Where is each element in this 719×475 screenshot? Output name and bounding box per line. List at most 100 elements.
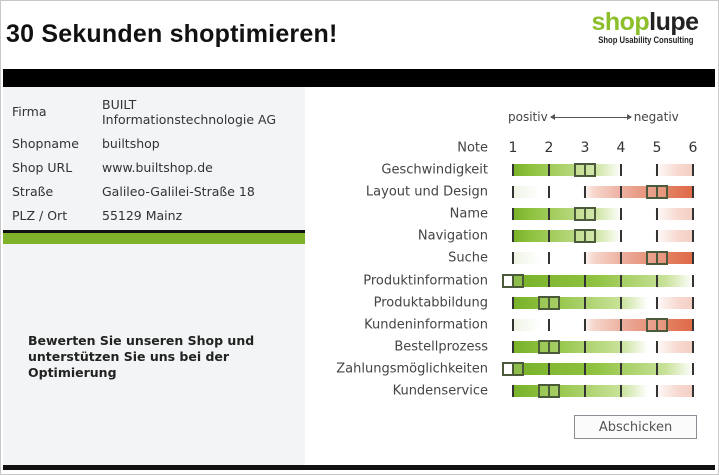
rating-tick[interactable]: [692, 230, 694, 243]
rating-slider-track[interactable]: [513, 208, 693, 221]
rating-slider-handle[interactable]: [574, 207, 596, 222]
rating-tick[interactable]: [656, 362, 658, 375]
rating-tick[interactable]: [692, 340, 694, 353]
submit-button[interactable]: Abschicken: [574, 415, 697, 439]
rating-tick[interactable]: [692, 208, 694, 221]
rating-tick[interactable]: [620, 340, 622, 353]
rating-tick[interactable]: [512, 186, 514, 199]
rating-tick[interactable]: [692, 164, 694, 176]
rating-criterion-label: Navigation: [417, 228, 488, 244]
rating-slider-handle[interactable]: [502, 273, 524, 288]
rating-tick[interactable]: [548, 274, 550, 287]
rating-tick[interactable]: [548, 208, 550, 221]
rating-tick[interactable]: [656, 296, 658, 309]
rating-tick[interactable]: [512, 296, 514, 309]
rating-slider-handle[interactable]: [646, 185, 668, 200]
rating-tick[interactable]: [620, 208, 622, 221]
info-value: www.builtshop.de: [102, 160, 213, 175]
rating-tick[interactable]: [512, 252, 514, 265]
rating-tick[interactable]: [692, 362, 694, 375]
scale-direction-hint: positiv negativ: [508, 110, 679, 124]
rating-slider-handle[interactable]: [574, 163, 596, 177]
info-value: 55129 Mainz: [102, 208, 183, 223]
rating-slider-handle[interactable]: [538, 295, 560, 310]
rating-tick[interactable]: [656, 164, 658, 176]
rating-tick[interactable]: [584, 186, 586, 199]
logo-wordmark: shoplupe: [590, 8, 700, 36]
rating-tick[interactable]: [620, 252, 622, 265]
rating-tick[interactable]: [656, 230, 658, 243]
rating-tick[interactable]: [512, 208, 514, 221]
rating-criterion-label: Bestellprozess: [394, 339, 488, 355]
rating-tick[interactable]: [692, 274, 694, 287]
rating-slider-handle[interactable]: [646, 251, 668, 266]
rating-tick[interactable]: [548, 230, 550, 243]
rating-tick[interactable]: [512, 340, 514, 353]
rating-slider-track[interactable]: [513, 362, 693, 375]
rating-slider-handle[interactable]: [502, 361, 524, 376]
rating-tick[interactable]: [692, 318, 694, 331]
note-header-label: Note: [457, 140, 488, 156]
rating-tick[interactable]: [584, 340, 586, 353]
rating-tick[interactable]: [620, 164, 622, 176]
rating-tick[interactable]: [584, 252, 586, 265]
rating-criterion-label: Suche: [448, 250, 488, 266]
rating-tick[interactable]: [512, 385, 514, 397]
rating-tick[interactable]: [548, 164, 550, 176]
rating-tick[interactable]: [692, 252, 694, 265]
rating-tick[interactable]: [512, 230, 514, 243]
logo-word-lupe: lupe: [649, 8, 699, 36]
rating-tick[interactable]: [656, 340, 658, 353]
rating-criterion-label: Name: [449, 206, 488, 222]
rating-criterion-label: Geschwindigkeit: [381, 162, 488, 178]
rating-tick[interactable]: [692, 296, 694, 309]
rating-tick[interactable]: [512, 318, 514, 331]
info-value: builtshop: [102, 136, 160, 151]
rating-tick[interactable]: [692, 186, 694, 199]
rating-tick[interactable]: [620, 362, 622, 375]
rating-tick[interactable]: [620, 318, 622, 331]
rating-tick[interactable]: [656, 274, 658, 287]
scale-negative-label: negativ: [633, 110, 679, 124]
rating-tick[interactable]: [548, 186, 550, 199]
rating-slider-handle[interactable]: [538, 384, 560, 398]
rating-tick[interactable]: [548, 318, 550, 331]
rating-slider-track[interactable]: [513, 186, 693, 199]
double-arrow-icon: [549, 114, 632, 120]
note-scale-number: 5: [652, 140, 662, 156]
rating-tick[interactable]: [620, 274, 622, 287]
rating-tick[interactable]: [548, 362, 550, 375]
rating-slider-track[interactable]: [513, 164, 693, 176]
rating-tick[interactable]: [656, 385, 658, 397]
rating-criterion-label: Layout und Design: [365, 184, 488, 200]
info-label: Firma: [12, 104, 47, 119]
info-value-line: Informationstechnologie AG: [102, 112, 277, 127]
rating-tick[interactable]: [584, 296, 586, 309]
rating-slider-handle[interactable]: [574, 229, 596, 244]
rating-tick[interactable]: [620, 385, 622, 397]
info-value: Galileo-Galilei-Straße 18: [102, 184, 255, 199]
rating-tick[interactable]: [692, 385, 694, 397]
rating-tick[interactable]: [620, 186, 622, 199]
rating-criterion-label: Kundenservice: [392, 383, 488, 399]
rating-tick[interactable]: [548, 252, 550, 265]
rating-tick[interactable]: [584, 318, 586, 331]
rating-tick[interactable]: [584, 274, 586, 287]
rating-slider-handle[interactable]: [646, 317, 668, 332]
rating-slider-track[interactable]: [513, 252, 693, 265]
rating-slider-track[interactable]: [513, 318, 693, 331]
rating-tick[interactable]: [584, 385, 586, 397]
rating-tick[interactable]: [512, 164, 514, 176]
rating-tick[interactable]: [656, 208, 658, 221]
note-scale-number: 2: [544, 140, 554, 156]
rating-tick[interactable]: [620, 296, 622, 309]
info-label: Shop URL: [12, 160, 73, 175]
rating-tick[interactable]: [584, 362, 586, 375]
rating-slider-handle[interactable]: [538, 339, 560, 354]
rating-criterion-label: Produktinformation: [363, 273, 488, 288]
info-value: BUILT Informationstechnologie AG: [102, 97, 276, 127]
rating-tick[interactable]: [620, 230, 622, 243]
rating-slider-track[interactable]: [513, 274, 693, 287]
shoplupe-logo[interactable]: shoplupe Shop Usability Consulting: [590, 8, 700, 45]
rating-slider-track[interactable]: [513, 230, 693, 243]
